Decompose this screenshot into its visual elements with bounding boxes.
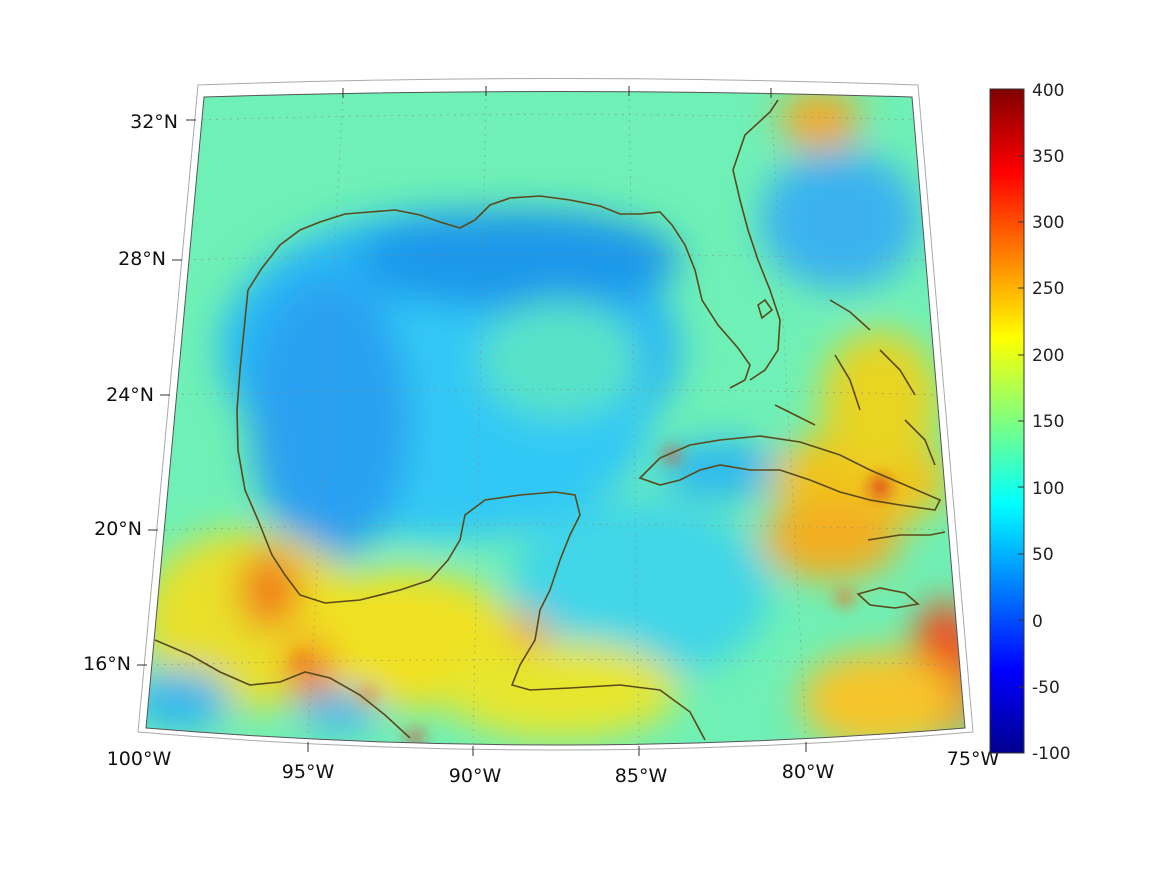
lat-label-24n: 24°N [106, 384, 154, 406]
colorbar-tick-250: 250 [1032, 279, 1064, 299]
colorbar-tick-300: 300 [1032, 213, 1064, 233]
graticule [149, 91, 959, 745]
lon-labels: 100°W 95°W 90°W 85°W 80°W 75°W [107, 748, 1000, 787]
colorbar-tick-0: 0 [1032, 612, 1043, 632]
lon-label-75w: 75°W [947, 748, 1000, 770]
colorbar-tick-200: 200 [1032, 346, 1064, 366]
axis-ticks [137, 86, 807, 756]
coastlines [154, 99, 946, 741]
lat-label-20n: 20°N [94, 518, 142, 540]
lon-label-85w: 85°W [615, 765, 668, 787]
colorbar-tick-400: 400 [1032, 81, 1064, 101]
lat-label-16n: 16°N [83, 653, 131, 675]
map-frame [137, 78, 974, 751]
colorbar-tick-minus-100: -100 [1032, 744, 1071, 764]
colorbar-tick-minus-50: -50 [1032, 678, 1060, 698]
colorbar: 400 350 300 250 200 150 100 50 0 -50 -10… [989, 81, 1071, 764]
colorbar-tick-350: 350 [1032, 147, 1064, 167]
lon-label-95w: 95°W [282, 761, 335, 783]
lat-label-32n: 32°N [130, 111, 178, 133]
colorbar-tick-150: 150 [1032, 412, 1064, 432]
lon-label-100w: 100°W [107, 748, 172, 770]
lon-label-90w: 90°W [449, 765, 502, 787]
lat-labels: 32°N 28°N 24°N 20°N 16°N [83, 111, 178, 675]
colorbar-tick-50: 50 [1032, 545, 1054, 565]
colorbar-tick-100: 100 [1032, 479, 1064, 499]
lon-label-80w: 80°W [782, 761, 835, 783]
lat-label-28n: 28°N [118, 248, 166, 270]
map-field [146, 91, 965, 745]
